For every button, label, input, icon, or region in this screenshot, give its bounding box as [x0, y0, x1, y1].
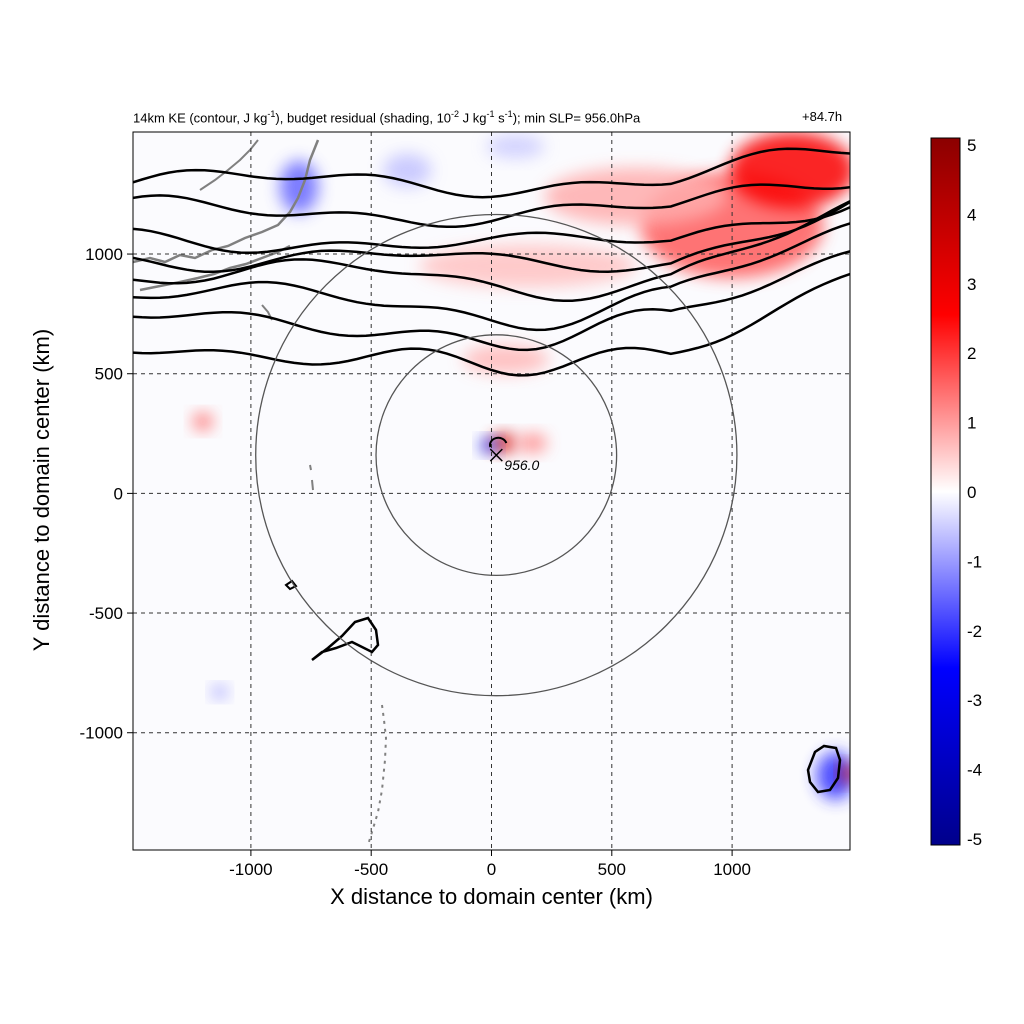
colorbar-gradient — [930, 137, 961, 846]
eyewall-contour — [489, 436, 508, 448]
ke-contour-line-5 — [133, 222, 850, 332]
forecast-time-label: +84.7h — [802, 109, 843, 124]
x-tick-label: 500 — [598, 860, 626, 879]
y-tick-label: 0 — [114, 484, 123, 503]
ke-contour-line-4 — [133, 200, 850, 303]
colorbar-tick-label: -4 — [967, 761, 982, 780]
x-tick-label: 0 — [487, 860, 496, 879]
x-tick-label: 1000 — [713, 860, 751, 879]
residual-patch-1 — [729, 132, 850, 209]
colorbar-tick-label: 1 — [967, 414, 976, 433]
residual-patch-11 — [212, 686, 227, 699]
colorbar: 5 4 3 2 1 0 -1 -2 -3 -4 -5 — [930, 136, 982, 849]
residual-patch-5 — [193, 413, 213, 430]
colorbar-tick-label: 0 — [967, 483, 976, 502]
storm-center: 956.0 — [489, 436, 540, 473]
x-tick-label: -1000 — [229, 860, 272, 879]
min-slp-label: 956.0 — [504, 457, 539, 473]
colorbar-tick-label: 3 — [967, 275, 976, 294]
range-ring-500km — [375, 334, 618, 577]
ke-contour-corner — [806, 744, 842, 794]
ke-contours — [133, 147, 850, 794]
residual-patch-10 — [840, 763, 850, 783]
residual-patch-3 — [419, 244, 636, 288]
colorbar-tick-label: 5 — [967, 136, 976, 155]
colorbar-tick-label: 2 — [967, 344, 976, 363]
ke-contour-line-7 — [133, 272, 850, 377]
range-ring-1000km — [255, 213, 738, 697]
x-axis: -1000 -500 0 500 1000 — [229, 850, 751, 879]
x-tick-label: -500 — [354, 860, 388, 879]
chart-title: 14km KE (contour, J kg-1), budget residu… — [133, 109, 641, 126]
y-axis: -1000 -500 0 500 1000 — [80, 245, 133, 743]
x-axis-label: X distance to domain center (km) — [330, 884, 653, 909]
storm-center-marker — [489, 448, 503, 462]
residual-patch-6 — [279, 160, 319, 214]
y-tick-label: -1000 — [80, 724, 123, 743]
colorbar-tick-label: -5 — [967, 830, 982, 849]
y-tick-label: 1000 — [85, 245, 123, 264]
colorbar-tick-label: 4 — [967, 205, 976, 224]
colorbar-tick-label: -1 — [967, 552, 982, 571]
ke-contour-line-2 — [133, 206, 850, 255]
ke-contour-line-0 — [133, 147, 850, 199]
residual-patch-14 — [517, 433, 547, 453]
colorbar-tick-label: -2 — [967, 622, 982, 641]
y-axis-label: Y distance to domain center (km) — [29, 328, 54, 652]
y-tick-label: -500 — [89, 604, 123, 623]
residual-patch-8 — [486, 134, 545, 159]
ke-contour-small — [284, 579, 298, 591]
range-rings — [255, 213, 738, 697]
ke-contour-line-1 — [133, 183, 850, 229]
y-tick-label: 500 — [95, 365, 123, 384]
colorbar-tick-label: -3 — [967, 691, 982, 710]
residual-patch-9 — [816, 751, 850, 800]
ke-contour-line-3 — [133, 201, 850, 274]
ke-contour-line-6 — [133, 250, 850, 352]
